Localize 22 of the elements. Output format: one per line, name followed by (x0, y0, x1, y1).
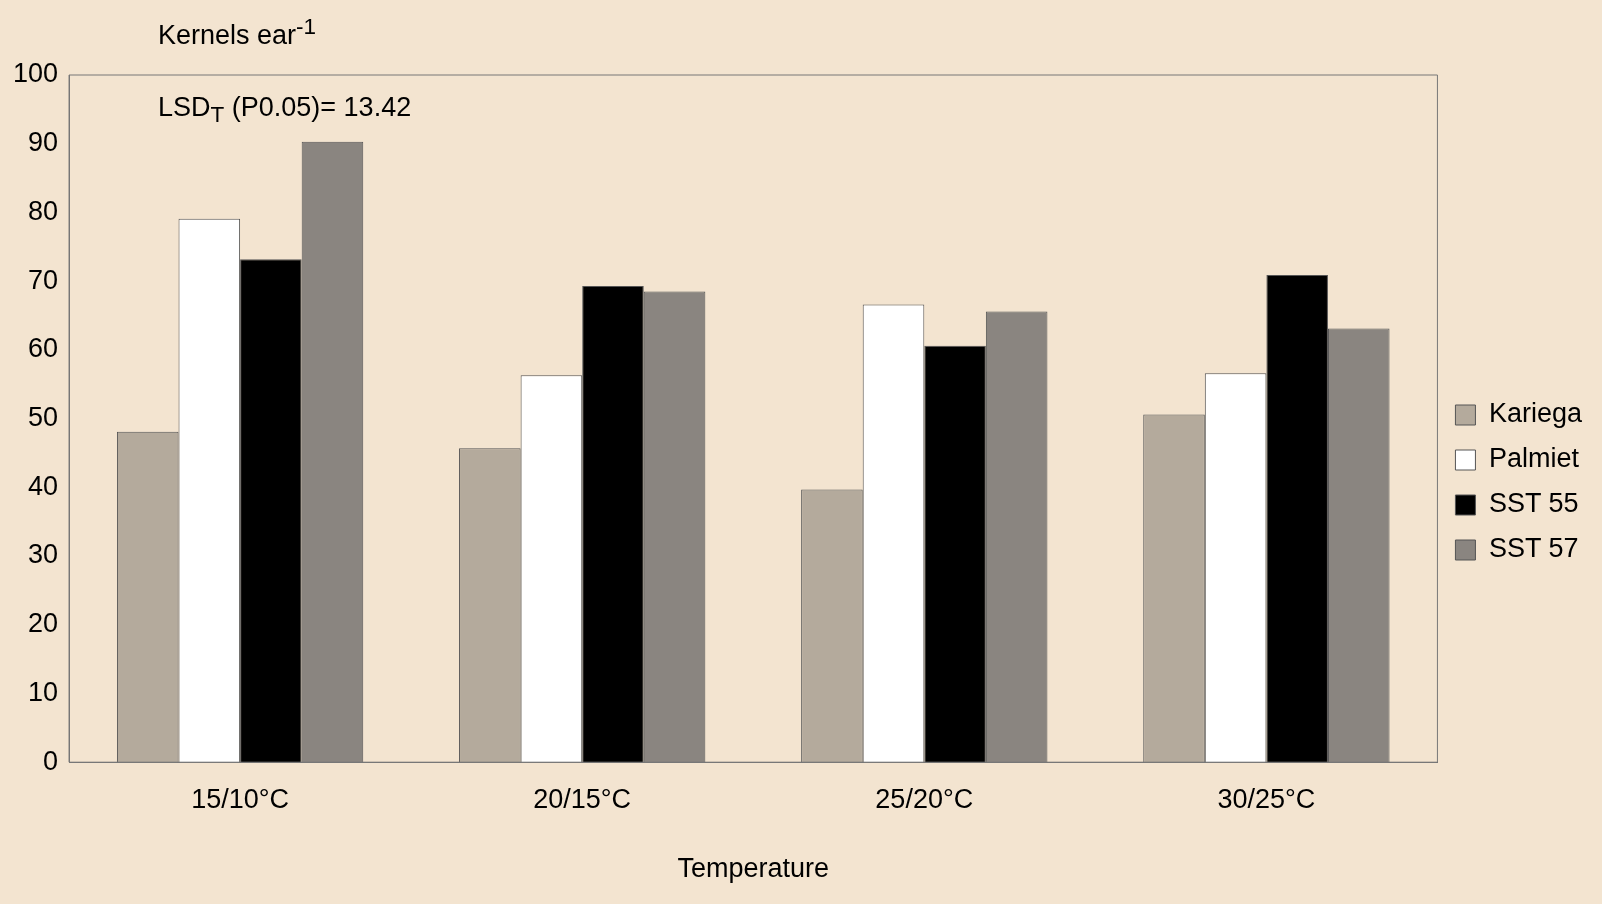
x-tick-label: 15/10°C (191, 783, 290, 814)
y-tick-label: 0 (43, 745, 59, 776)
y-tick-label: 20 (28, 608, 59, 639)
y-tick-label: 10 (28, 676, 59, 707)
x-axis-title: Temperature (677, 853, 830, 884)
y-tick-label: 60 (28, 333, 59, 364)
y-tick-label: 90 (28, 127, 59, 158)
x-tick-label: 20/15°C (533, 783, 632, 814)
y-tick-label: 100 (12, 58, 59, 89)
legend-label: Palmiet (1488, 443, 1580, 474)
legend-label: SST 57 (1488, 533, 1579, 564)
y-tick-label: 50 (28, 402, 59, 433)
y-tick-label: 80 (28, 195, 59, 226)
legend-label: SST 55 (1488, 488, 1579, 519)
legend-label: Kariega (1488, 398, 1583, 429)
x-tick-label: 25/20°C (875, 783, 974, 814)
y-axis-title: Kernels ear$^{-1}$ (158, 14, 317, 51)
y-tick-label: 30 (28, 539, 59, 570)
annotation: LSD$_{T}$ (P0.05)= 13.42 (158, 92, 412, 129)
y-tick-label: 40 (28, 470, 59, 501)
y-tick-label: 70 (28, 264, 59, 295)
x-tick-label: 30/25°C (1217, 783, 1316, 814)
